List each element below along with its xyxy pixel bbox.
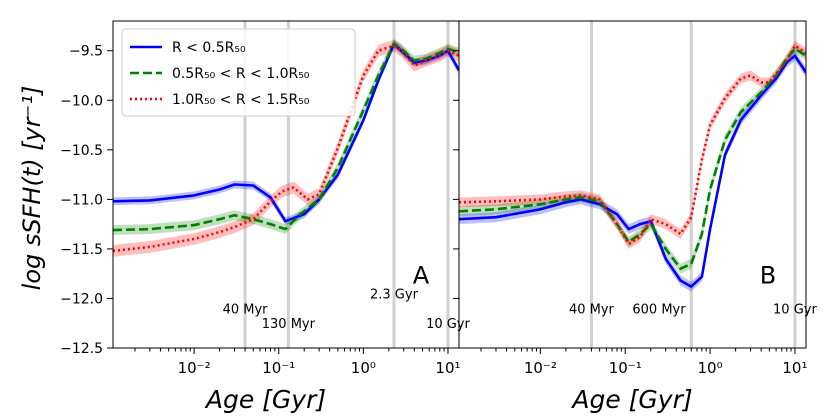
plot-area bbox=[113, 38, 459, 257]
x-tick-label: 10¹ bbox=[782, 359, 807, 377]
legend: R < 0.5R₅₀ 0.5R₅₀ < R < 1.0R₅₀ 1.0R₅₀ < R … bbox=[121, 28, 356, 117]
y-tick-label: −10.0 bbox=[60, 93, 103, 109]
axes-frame bbox=[458, 20, 807, 349]
vline-label-2: 10 Gyr bbox=[773, 302, 817, 317]
vline-label-1: 600 Myr bbox=[632, 302, 686, 317]
legend-label-2: 1.0R₅₀ < R < 1.5R₅₀ bbox=[172, 92, 310, 108]
x-axis-label: Age [Gyr] bbox=[204, 385, 326, 414]
x-tick-label: 10⁻² bbox=[524, 359, 557, 377]
vline-label-2: 2.3 Gyr bbox=[370, 287, 419, 302]
vline-label-1: 130 Myr bbox=[262, 317, 316, 332]
panel-b: 40 Myr 600 Myr 10 Gyr B 10⁻² 10⁻¹ 10⁰ 10¹ Age [G… bbox=[453, 20, 817, 414]
legend-box bbox=[121, 28, 356, 117]
y-axis-label-text: log sSFH(t) [yr⁻¹] bbox=[18, 86, 46, 291]
x-tick-label: 10⁰ bbox=[351, 359, 376, 377]
plot-area bbox=[459, 40, 806, 292]
x-tick-label: 10¹ bbox=[435, 359, 460, 377]
panel-letter: B bbox=[760, 262, 776, 290]
legend-label-0: R < 0.5R₅₀ bbox=[172, 40, 246, 56]
band-2 bbox=[459, 40, 806, 249]
x-tick-label: 10⁻² bbox=[178, 359, 211, 377]
vline-label-0: 40 Myr bbox=[223, 302, 269, 317]
y-tick-label: −12.0 bbox=[60, 291, 103, 307]
vline-label-3: 10 Gyr bbox=[426, 317, 470, 332]
series-line-2 bbox=[113, 44, 459, 253]
y-tick-label: −9.5 bbox=[69, 44, 103, 60]
y-tick-label: −10.5 bbox=[60, 143, 103, 159]
series-line-0 bbox=[459, 54, 806, 288]
y-tick-label: −11.0 bbox=[60, 192, 103, 208]
y-tick-label: −11.5 bbox=[60, 242, 103, 258]
y-axis-label: log sSFH(t) [yr⁻¹] bbox=[18, 86, 46, 291]
x-tick-label: 10⁻¹ bbox=[262, 359, 295, 377]
panel-letter: A bbox=[413, 262, 430, 290]
series-line-1 bbox=[113, 42, 459, 232]
x-tick-label: 10⁻¹ bbox=[609, 359, 642, 377]
vline-label-0: 40 Myr bbox=[569, 302, 615, 317]
series-line-0 bbox=[113, 42, 459, 223]
y-tick-label: −12.5 bbox=[60, 341, 103, 357]
x-tick-label: 10⁰ bbox=[698, 359, 723, 377]
series-line-1 bbox=[459, 47, 806, 271]
x-axis-label: Age [Gyr] bbox=[570, 385, 692, 414]
band-0 bbox=[459, 50, 806, 292]
legend-label-1: 0.5R₅₀ < R < 1.0R₅₀ bbox=[172, 66, 310, 82]
